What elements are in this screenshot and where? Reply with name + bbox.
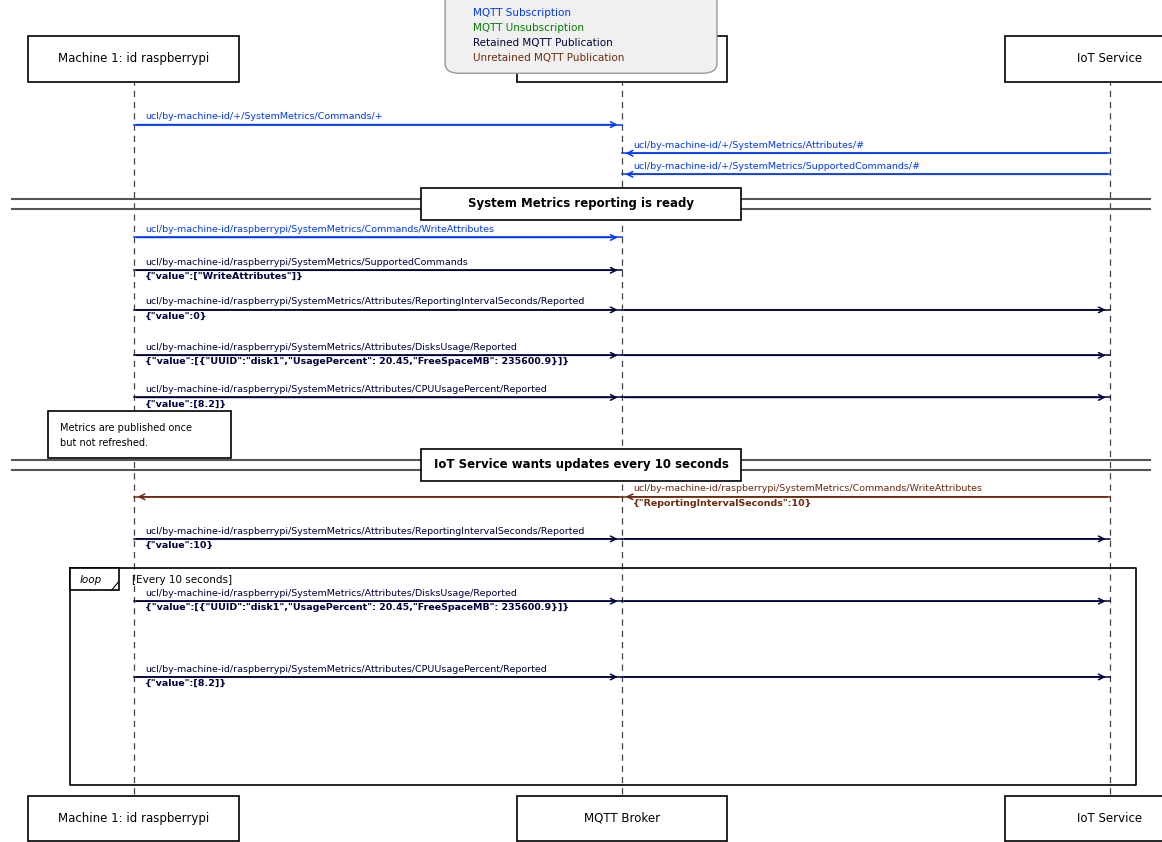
FancyBboxPatch shape <box>445 0 717 73</box>
Text: but not refreshed.: but not refreshed. <box>60 438 149 448</box>
Text: ucl/by-machine-id/raspberrypi/SystemMetrics/Attributes/DisksUsage/Reported: ucl/by-machine-id/raspberrypi/SystemMetr… <box>145 589 517 598</box>
Text: MQTT Subscription: MQTT Subscription <box>473 8 571 18</box>
FancyBboxPatch shape <box>516 36 727 82</box>
Polygon shape <box>70 568 119 590</box>
Text: ucl/by-machine-id/raspberrypi/SystemMetrics/Attributes/CPUUsagePercent/Reported: ucl/by-machine-id/raspberrypi/SystemMetr… <box>145 385 547 394</box>
Text: MQTT Unsubscription: MQTT Unsubscription <box>473 23 584 33</box>
Text: IoT Service: IoT Service <box>1077 52 1142 66</box>
FancyBboxPatch shape <box>421 449 741 481</box>
FancyBboxPatch shape <box>516 796 727 841</box>
Text: Machine 1: id raspberrypi: Machine 1: id raspberrypi <box>58 52 209 66</box>
Text: {"value":0}: {"value":0} <box>145 312 208 321</box>
Text: Retained MQTT Publication: Retained MQTT Publication <box>473 38 612 48</box>
FancyBboxPatch shape <box>29 796 239 841</box>
Text: loop: loop <box>79 575 102 585</box>
Text: {"value":10}: {"value":10} <box>145 541 214 550</box>
Text: Machine 1: id raspberrypi: Machine 1: id raspberrypi <box>58 812 209 825</box>
Text: ucl/by-machine-id/+/SystemMetrics/Commands/+: ucl/by-machine-id/+/SystemMetrics/Comman… <box>145 112 383 121</box>
Text: Metrics are published once: Metrics are published once <box>60 423 193 433</box>
Text: [Every 10 seconds]: [Every 10 seconds] <box>132 575 232 585</box>
Text: ucl/by-machine-id/raspberrypi/SystemMetrics/Attributes/DisksUsage/Reported: ucl/by-machine-id/raspberrypi/SystemMetr… <box>145 343 517 352</box>
Text: {"ReportingIntervalSeconds":10}: {"ReportingIntervalSeconds":10} <box>633 498 812 508</box>
Text: Unretained MQTT Publication: Unretained MQTT Publication <box>473 53 624 63</box>
FancyBboxPatch shape <box>1004 36 1162 82</box>
FancyBboxPatch shape <box>1004 796 1162 841</box>
FancyBboxPatch shape <box>48 411 231 458</box>
Text: ucl/by-machine-id/raspberrypi/SystemMetrics/Commands/WriteAttributes: ucl/by-machine-id/raspberrypi/SystemMetr… <box>145 225 494 234</box>
Text: ucl/by-machine-id/+/SystemMetrics/Attributes/#: ucl/by-machine-id/+/SystemMetrics/Attrib… <box>633 141 865 150</box>
Text: ucl/by-machine-id/+/SystemMetrics/SupportedCommands/#: ucl/by-machine-id/+/SystemMetrics/Suppor… <box>633 162 920 171</box>
Text: {"value":[{"UUID":"disk1","UsagePercent": 20.45,"FreeSpaceMB": 235600.9}]}: {"value":[{"UUID":"disk1","UsagePercent"… <box>145 357 569 366</box>
Text: ucl/by-machine-id/raspberrypi/SystemMetrics/SupportedCommands: ucl/by-machine-id/raspberrypi/SystemMetr… <box>145 258 468 267</box>
Text: ucl/by-machine-id/raspberrypi/SystemMetrics/Attributes/ReportingIntervalSeconds/: ucl/by-machine-id/raspberrypi/SystemMetr… <box>145 526 584 536</box>
FancyBboxPatch shape <box>421 188 741 220</box>
Text: MQTT Broker: MQTT Broker <box>583 812 660 825</box>
Text: ucl/by-machine-id/raspberrypi/SystemMetrics/Attributes/CPUUsagePercent/Reported: ucl/by-machine-id/raspberrypi/SystemMetr… <box>145 664 547 674</box>
Text: {"value":[8.2]}: {"value":[8.2]} <box>145 679 228 688</box>
Text: MQTT Broker: MQTT Broker <box>583 52 660 66</box>
Text: IoT Service wants updates every 10 seconds: IoT Service wants updates every 10 secon… <box>433 458 729 472</box>
Text: ucl/by-machine-id/raspberrypi/SystemMetrics/Commands/WriteAttributes: ucl/by-machine-id/raspberrypi/SystemMetr… <box>633 484 982 493</box>
Text: IoT Service: IoT Service <box>1077 812 1142 825</box>
Text: System Metrics reporting is ready: System Metrics reporting is ready <box>468 197 694 210</box>
Text: ucl/by-machine-id/raspberrypi/SystemMetrics/Attributes/ReportingIntervalSeconds/: ucl/by-machine-id/raspberrypi/SystemMetr… <box>145 297 584 306</box>
Text: {"value":[8.2]}: {"value":[8.2]} <box>145 399 228 408</box>
Text: {"value":["WriteAttributes"]}: {"value":["WriteAttributes"]} <box>145 272 304 281</box>
Text: {"value":[{"UUID":"disk1","UsagePercent": 20.45,"FreeSpaceMB": 235600.9}]}: {"value":[{"UUID":"disk1","UsagePercent"… <box>145 603 569 612</box>
FancyBboxPatch shape <box>29 36 239 82</box>
